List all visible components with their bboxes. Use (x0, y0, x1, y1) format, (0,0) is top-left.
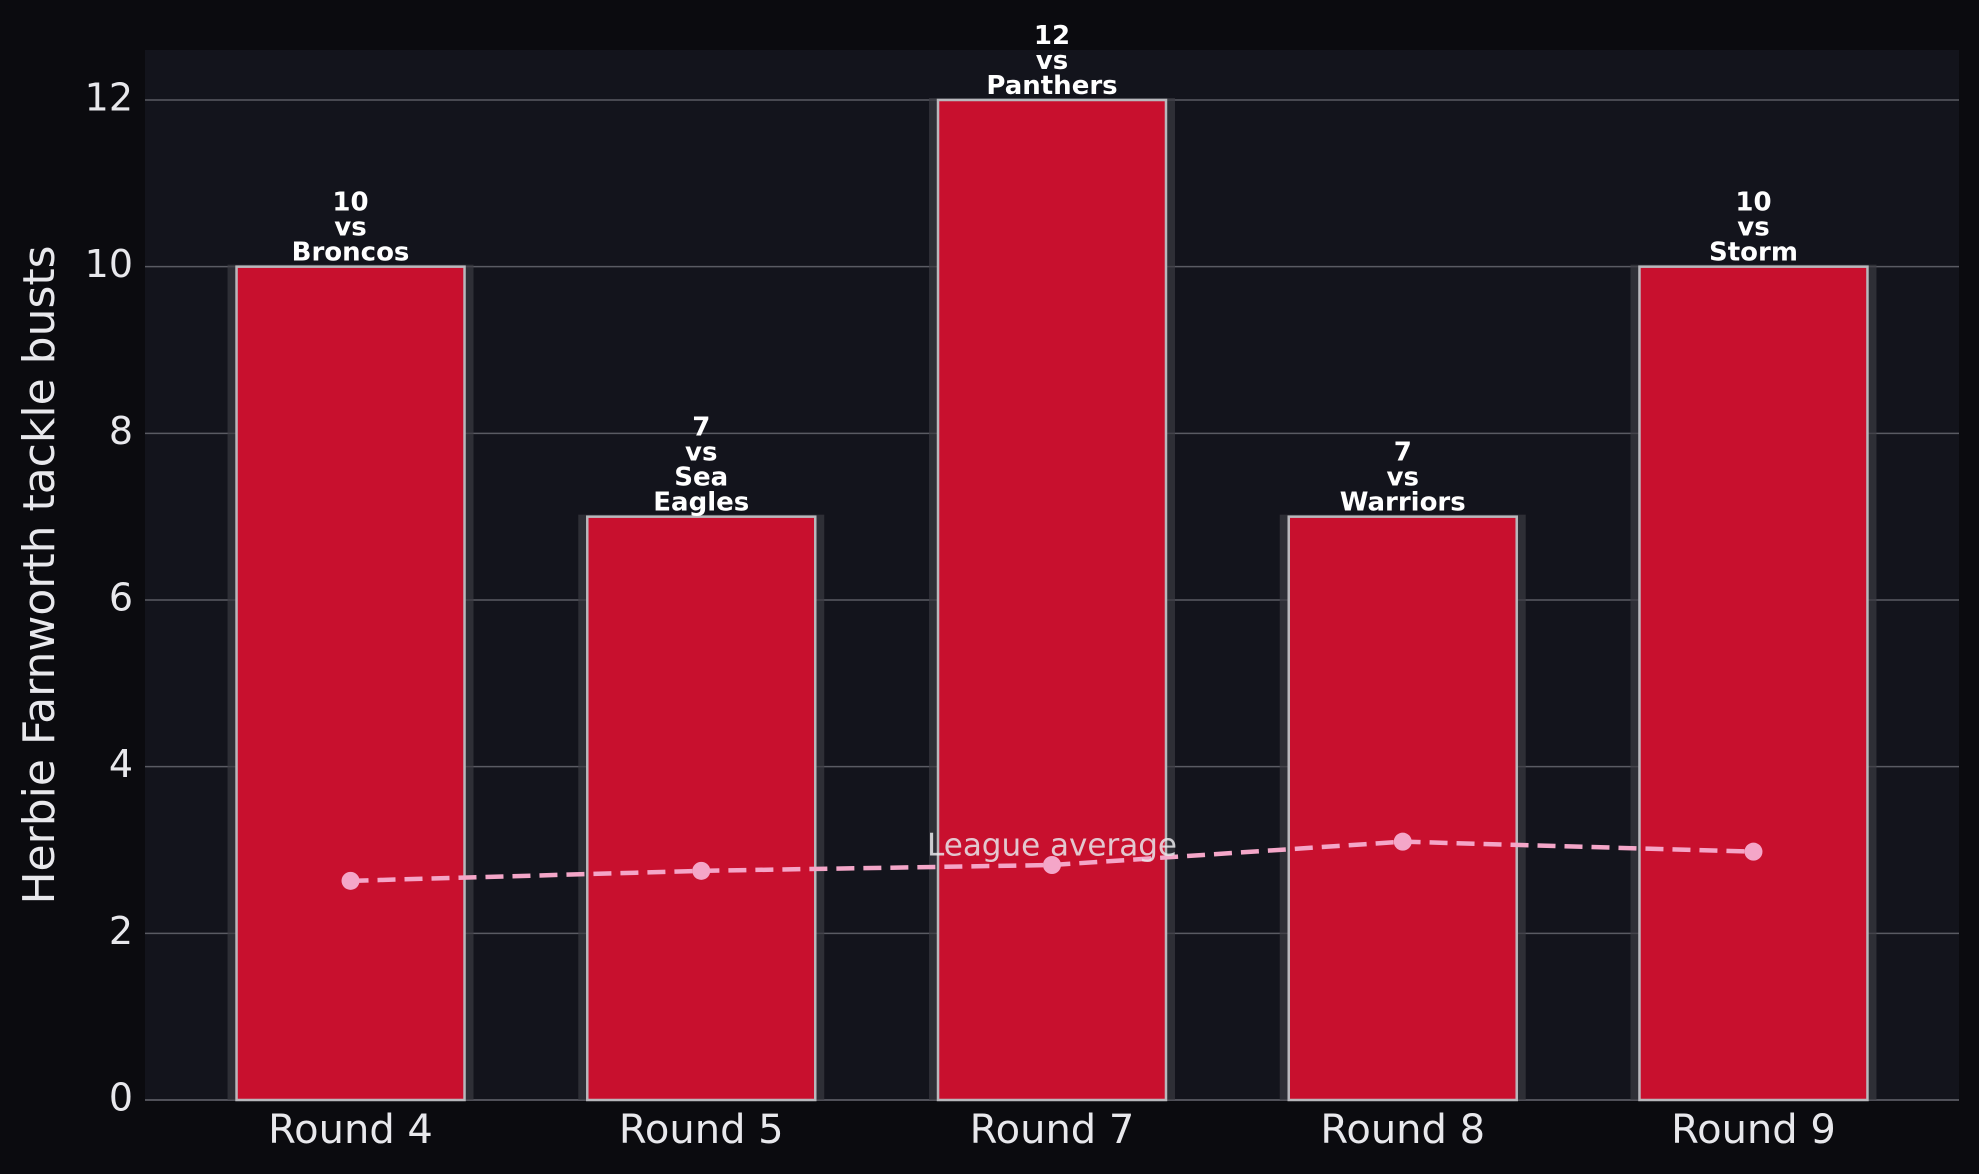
average-line (350, 839, 1754, 884)
average-marker (1744, 842, 1763, 861)
value-label: 7 vs Sea Eagles (653, 412, 749, 517)
x-tick-label: Round 8 (1320, 1107, 1485, 1153)
average-marker (1393, 832, 1412, 851)
bar (1287, 515, 1518, 1102)
y-tick-label: 10 (85, 242, 133, 286)
y-tick-label: 0 (109, 1076, 133, 1120)
x-tick-label: Round 4 (268, 1107, 433, 1153)
x-tick-label: Round 5 (619, 1107, 784, 1153)
x-tick-label: Round 7 (970, 1107, 1135, 1153)
y-tick-label: 4 (109, 742, 133, 786)
value-label: 12 vs Panthers (986, 21, 1117, 101)
y-axis-label: Herbie Farnworth tackle busts (14, 245, 65, 904)
bar (235, 265, 466, 1102)
bar (586, 515, 817, 1102)
average-marker (692, 861, 711, 880)
average-marker (1043, 856, 1061, 874)
value-label: 7 vs Warriors (1340, 437, 1466, 517)
average-marker (341, 871, 360, 890)
y-tick-label: 6 (109, 576, 133, 620)
y-tick-label: 8 (109, 409, 133, 453)
y-tick-label: 2 (109, 909, 133, 953)
value-label: 10 vs Broncos (292, 187, 410, 267)
x-tick-label: Round 9 (1671, 1107, 1836, 1153)
y-tick-label: 12 (85, 76, 133, 120)
bar (1638, 265, 1869, 1102)
annotation: League average (927, 828, 1177, 864)
bar (936, 98, 1168, 1102)
value-label: 10 vs Storm (1709, 187, 1798, 267)
